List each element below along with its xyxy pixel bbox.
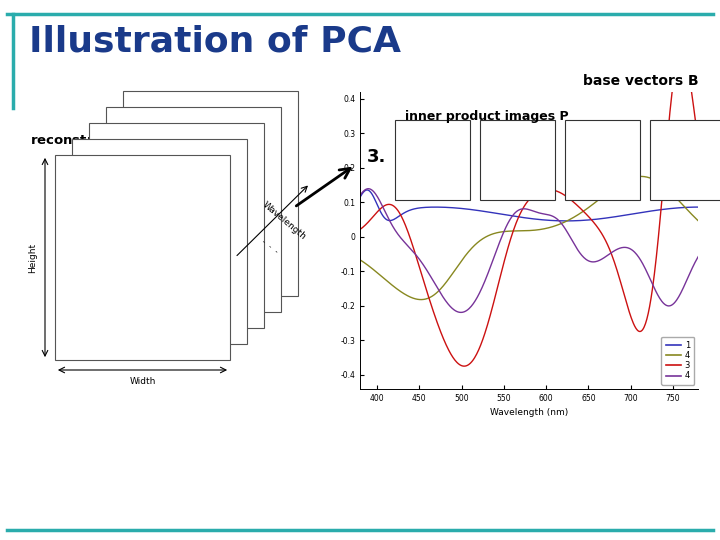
Bar	[480, 120, 555, 200]
Bar	[565, 120, 640, 200]
1	[634, 210, 643, 216]
4	[456, 309, 465, 316]
4	[688, 211, 696, 218]
1	[517, 214, 526, 220]
4	[558, 220, 567, 226]
1	[688, 204, 696, 211]
3	[539, 187, 548, 193]
4	[519, 227, 528, 234]
4	[634, 254, 643, 260]
1	[362, 187, 371, 193]
1	[356, 194, 364, 200]
Bar	[123, 91, 298, 296]
4	[356, 192, 364, 199]
Text: reconstructed spectral image $\tilde{S}$: reconstructed spectral image $\tilde{S}$	[30, 131, 265, 150]
Text: Height: Height	[29, 242, 37, 273]
4	[634, 173, 642, 180]
4	[520, 206, 528, 212]
3	[634, 328, 642, 334]
4	[518, 206, 526, 212]
3	[558, 191, 567, 197]
Bar	[395, 120, 470, 200]
Legend: 1, 4, 3, 4: 1, 4, 3, 4	[662, 336, 694, 384]
Bar	[72, 139, 247, 344]
3	[677, 48, 685, 54]
1	[694, 204, 703, 210]
Text: Illustration of PCA: Illustration of PCA	[29, 24, 401, 58]
3	[694, 140, 703, 146]
Bar	[55, 155, 230, 360]
3	[460, 363, 469, 369]
Text: inner product images P: inner product images P	[405, 110, 569, 123]
4	[540, 211, 549, 217]
4	[688, 266, 696, 273]
X-axis label: Wavelength (nm): Wavelength (nm)	[490, 408, 568, 417]
4	[539, 226, 548, 232]
Bar	[650, 120, 720, 200]
Text: 3.: 3.	[367, 148, 387, 166]
1	[519, 214, 528, 221]
4	[356, 256, 364, 263]
4	[364, 185, 372, 192]
4	[417, 296, 426, 303]
Line: 4: 4	[360, 188, 698, 313]
Line: 3: 3	[360, 51, 698, 366]
3	[519, 204, 528, 211]
4	[694, 253, 703, 260]
Line: 1: 1	[360, 190, 698, 221]
Text: Width: Width	[130, 377, 156, 387]
Text: Wavelength: Wavelength	[261, 200, 308, 241]
Text: · · ·: · · ·	[257, 236, 281, 259]
4	[517, 227, 526, 234]
4	[636, 173, 645, 180]
1	[539, 217, 548, 223]
Text: base vectors B: base vectors B	[582, 74, 698, 88]
Line: 4: 4	[360, 177, 698, 300]
4	[694, 218, 703, 224]
1	[558, 218, 567, 224]
Bar	[106, 107, 281, 312]
3	[688, 89, 696, 96]
4	[559, 222, 567, 228]
3	[517, 208, 526, 214]
Bar	[89, 123, 264, 328]
3	[356, 226, 364, 233]
1	[562, 218, 570, 224]
